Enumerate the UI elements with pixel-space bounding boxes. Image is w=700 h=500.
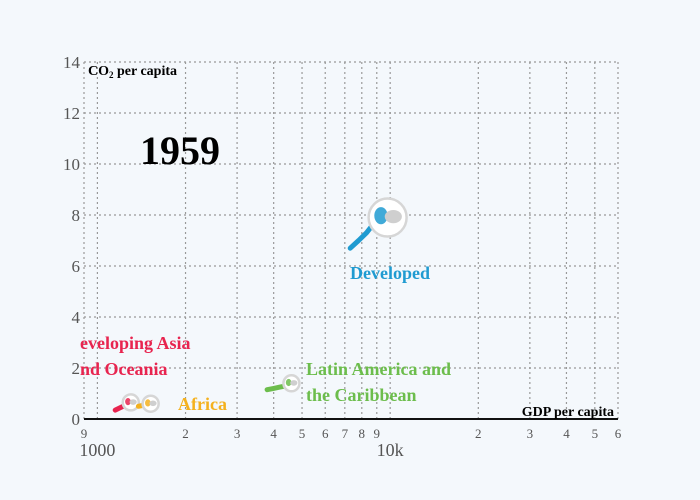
y-tick-label: 8 (72, 206, 81, 225)
globe-region-mark (125, 398, 131, 406)
x-minor-tick-label: 3 (527, 426, 534, 441)
grid (83, 61, 619, 419)
globe-land-mark (384, 209, 402, 224)
year-label: 1959 (140, 128, 220, 173)
x-minor-tick-label: 7 (342, 426, 349, 441)
x-minor-tick-label: 3 (234, 426, 241, 441)
x-minor-tick-label: 4 (563, 426, 570, 441)
y-tick-label: 0 (72, 410, 81, 429)
x-minor-tick-label: 5 (592, 426, 599, 441)
y-axis-label: CO2 per capita (88, 64, 177, 80)
x-minor-tick-label: 8 (359, 426, 366, 441)
globe-land-mark (290, 380, 298, 386)
series-group (112, 197, 408, 413)
x-minor-tick-label: 6 (322, 426, 329, 441)
y-tick-label: 2 (72, 359, 81, 378)
y-tick-label: 12 (63, 104, 80, 123)
series-label: eveloping Asia (80, 333, 191, 353)
globe-land-mark (149, 400, 157, 407)
x-major-tick-label: 10k (377, 440, 404, 460)
series-labels: Developed Latin America and the Caribbean e… (80, 263, 451, 414)
y-axis-label-main: CO (88, 64, 109, 79)
x-minor-tick-label: 2 (475, 426, 482, 441)
globe-region-mark (285, 378, 292, 387)
y-axis-label-sub: 2 (109, 70, 114, 80)
y-tick-label: 6 (72, 257, 81, 276)
series-label: the Caribbean (306, 385, 417, 405)
x-minor-tick-label: 9 (81, 426, 88, 441)
globe-region-mark (145, 399, 151, 407)
x-minor-tick-label: 5 (299, 426, 306, 441)
x-minor-tick-label: 2 (182, 426, 189, 441)
y-tick-label: 14 (63, 53, 81, 72)
globe-region-mark (374, 207, 388, 225)
x-axis-label: GDP per capita (522, 405, 614, 420)
x-minor-tick-label: 9 (374, 426, 381, 441)
series-label: Africa (178, 394, 227, 414)
x-minor-tick-label: 4 (270, 426, 277, 441)
series-label: Latin America and (306, 359, 451, 379)
y-tick-label: 10 (63, 155, 80, 174)
x-minor-tick-label: 6 (615, 426, 622, 441)
y-tick-label: 4 (72, 308, 81, 327)
x-major-tick-label: 1000 (79, 440, 115, 460)
y-axis-label-rest: per capita (114, 64, 178, 79)
series-label: Developed (350, 263, 430, 283)
globe-land-mark (129, 399, 137, 405)
series-label: nd Oceania (80, 359, 168, 379)
